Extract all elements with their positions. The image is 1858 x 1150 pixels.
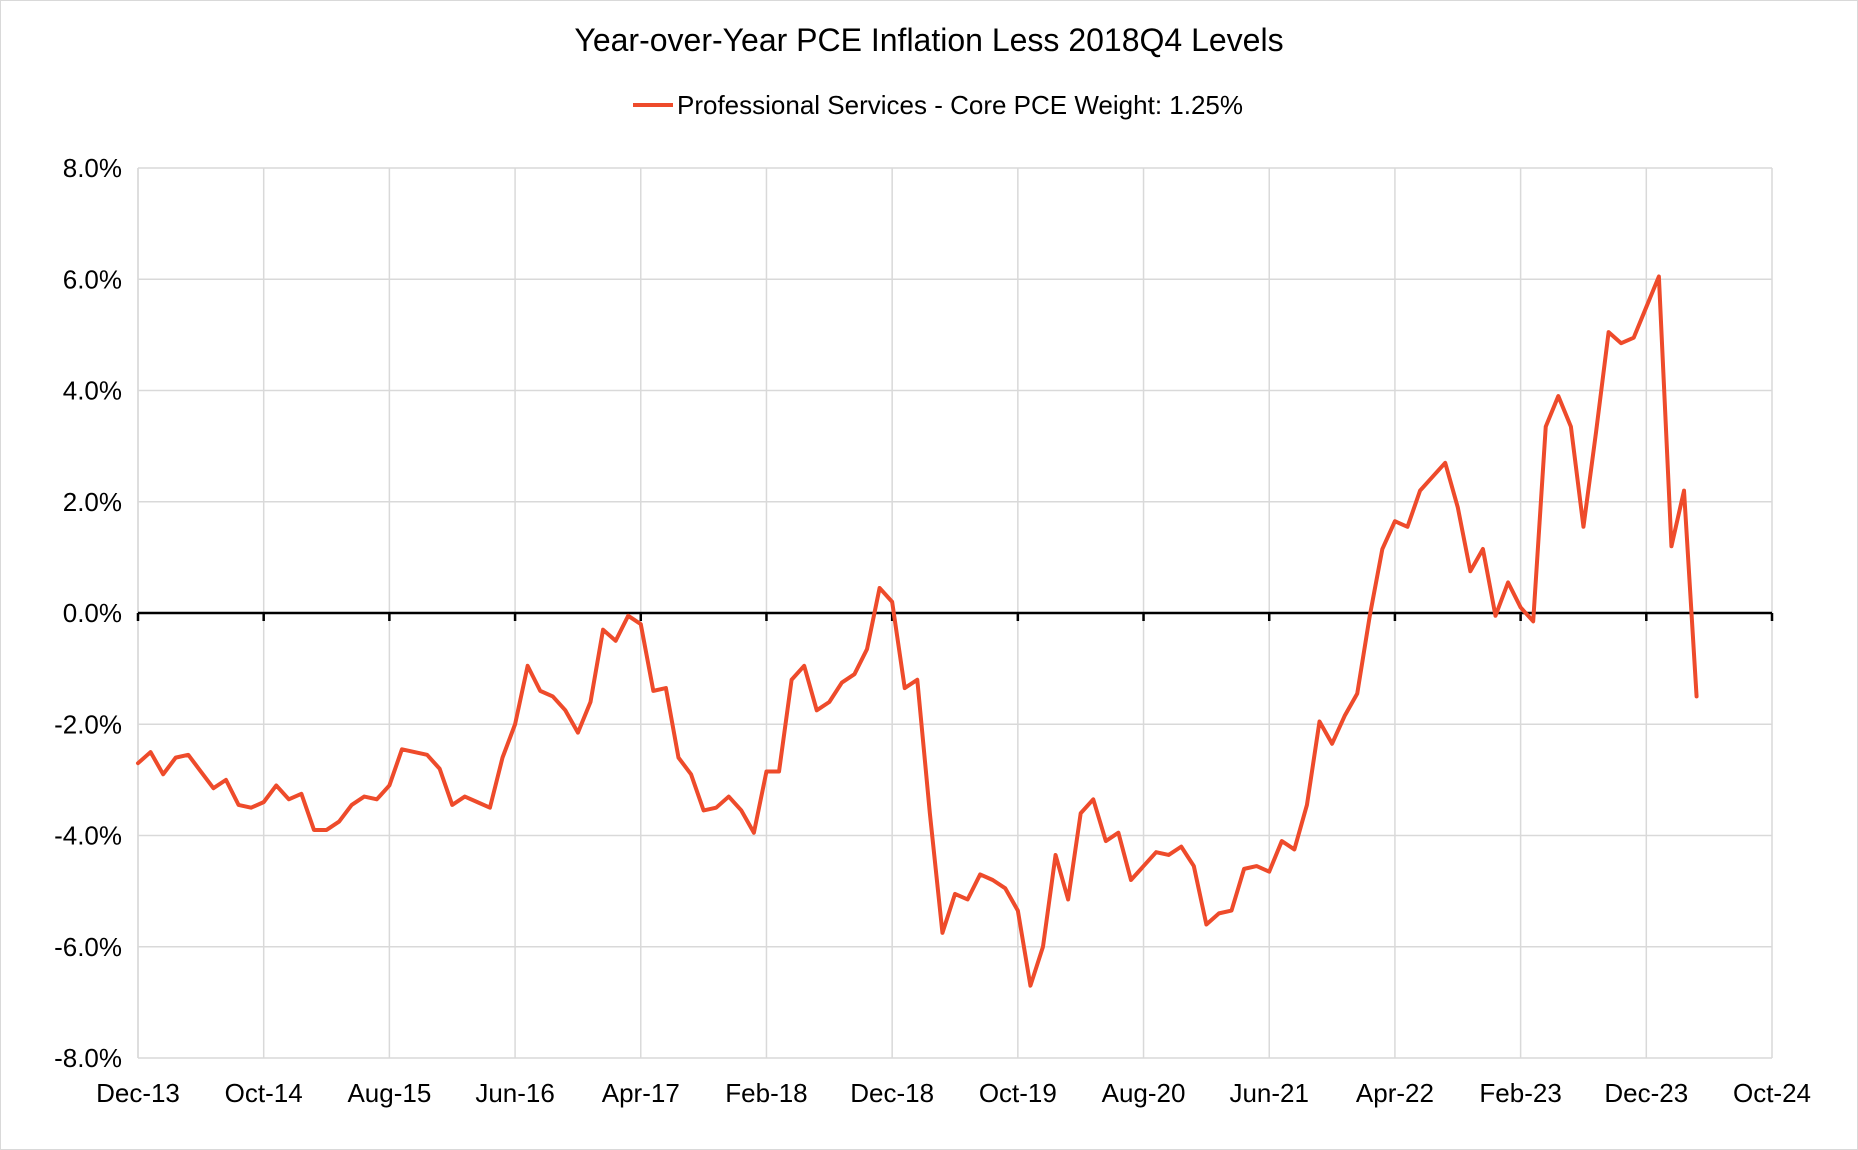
- x-tick-label: Aug-15: [347, 1078, 431, 1108]
- y-tick-label: -4.0%: [54, 821, 122, 851]
- x-tick-label: Oct-14: [225, 1078, 303, 1108]
- x-tick-label: Aug-20: [1102, 1078, 1186, 1108]
- x-tick-label: Dec-23: [1604, 1078, 1688, 1108]
- legend-label: Professional Services - Core PCE Weight:…: [677, 90, 1243, 120]
- chart-title: Year-over-Year PCE Inflation Less 2018Q4…: [574, 22, 1283, 58]
- x-tick-label: Dec-13: [96, 1078, 180, 1108]
- y-tick-label: -6.0%: [54, 932, 122, 962]
- x-tick-label: Feb-18: [725, 1078, 807, 1108]
- x-tick-label: Feb-23: [1479, 1078, 1561, 1108]
- x-tick-label: Apr-17: [602, 1078, 680, 1108]
- x-tick-labels: Dec-13 Oct-14 Aug-15 Jun-16 Apr-17 Feb-18 Dec-…: [96, 1078, 1811, 1108]
- y-tick-label: 6.0%: [63, 264, 122, 294]
- x-tick-label: Oct-24: [1733, 1078, 1811, 1108]
- x-tick-label: Dec-18: [850, 1078, 934, 1108]
- y-tick-label: 0.0%: [63, 598, 122, 628]
- y-tick-label: 4.0%: [63, 376, 122, 406]
- series-line-professional-services: [136, 274, 1699, 988]
- y-tick-label: -8.0%: [54, 1043, 122, 1073]
- axes: [136, 168, 1774, 1058]
- x-tick-label: Jun-16: [475, 1078, 555, 1108]
- x-tick-label: Oct-19: [979, 1078, 1057, 1108]
- y-tick-labels: 8.0% 6.0% 4.0% 2.0% 0.0% -2.0% -4.0% -6.0% -8.0%: [54, 153, 122, 1073]
- y-tick-label: 2.0%: [63, 487, 122, 517]
- x-tick-label: Jun-21: [1229, 1078, 1309, 1108]
- y-tick-label: -2.0%: [54, 709, 122, 739]
- series-group: [136, 274, 1699, 988]
- legend: Professional Services - Core PCE Weight:…: [633, 90, 1243, 120]
- x-tick-label: Apr-22: [1356, 1078, 1434, 1108]
- y-tick-label: 8.0%: [63, 153, 122, 183]
